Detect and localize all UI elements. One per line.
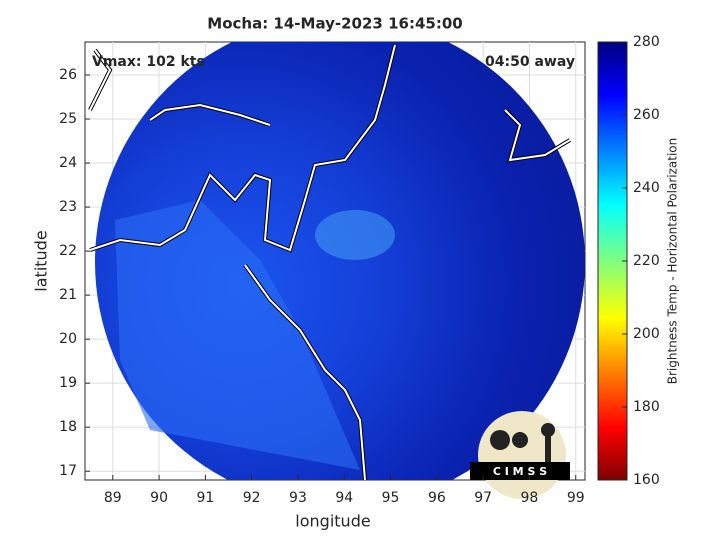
y-tick-label: 26: [59, 67, 77, 83]
colorbar-label: Brightness Temp - Horizontal Polarizatio…: [666, 138, 680, 385]
coastline: [89, 44, 571, 480]
y-tick-label: 18: [59, 419, 77, 435]
vmax-annotation: Vmax: 102 kts: [92, 54, 205, 70]
x-axis-label: longitude: [295, 512, 370, 531]
x-tick-label: 96: [428, 490, 446, 506]
x-tick-label: 89: [104, 490, 122, 506]
y-tick-label: 22: [59, 243, 77, 259]
x-tick-label: 95: [382, 490, 400, 506]
y-tick-label: 20: [59, 331, 77, 347]
satellite-image: [88, 42, 585, 480]
x-tick-label: 99: [567, 490, 585, 506]
y-tick-label: 17: [59, 463, 77, 479]
colorbar-tick-label: 180: [633, 399, 660, 415]
x-tick-label: 92: [243, 490, 261, 506]
colorbar-tick-label: 160: [633, 472, 660, 488]
y-tick-label: 23: [59, 199, 77, 215]
colorbar-tick-label: 260: [633, 107, 660, 123]
y-axis-label: latitude: [32, 230, 51, 291]
x-tick-label: 91: [196, 490, 214, 506]
time-annotation: 04:50 away: [485, 54, 575, 70]
cimss-logo: C I M S S: [470, 411, 570, 499]
x-tick-label: 93: [289, 490, 307, 506]
y-tick-label: 21: [59, 287, 77, 303]
x-tick-label: 94: [335, 490, 353, 506]
eye-region: [315, 210, 395, 260]
warm-region: [115, 200, 360, 470]
x-tick-label: 90: [150, 490, 168, 506]
colorbar-tick-label: 220: [633, 253, 660, 269]
logo-text: C I M S S: [493, 465, 547, 478]
y-tick-label: 19: [59, 375, 77, 391]
colorbar-tick-label: 200: [633, 326, 660, 342]
title: Mocha: 14-May-2023 16:45:00: [207, 15, 462, 33]
x-tick-label: 97: [474, 490, 492, 506]
x-tick-label: 98: [521, 490, 539, 506]
y-tick-label: 24: [59, 155, 77, 171]
colorbar-tick-label: 280: [633, 34, 660, 50]
y-tick-label: 25: [59, 111, 77, 127]
colorbar-tick-label: 240: [633, 180, 660, 196]
